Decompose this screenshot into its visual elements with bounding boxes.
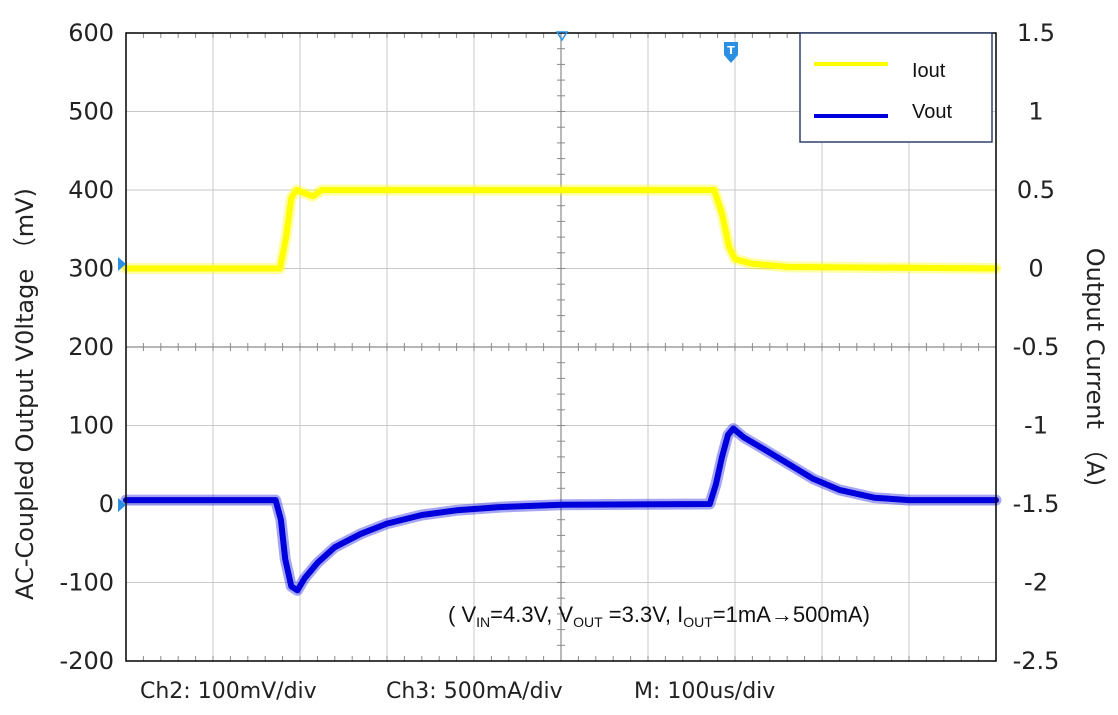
right-tick-label: -1.5 xyxy=(1013,490,1060,518)
right-tick-label: 0 xyxy=(1028,255,1043,283)
right-tick-label: 0.5 xyxy=(1017,176,1055,204)
left-axis-ticks: 600 500 400 300 200 100 0 -100 -200 xyxy=(60,19,114,675)
legend: Iout Vout xyxy=(799,32,993,143)
left-tick-label: 0 xyxy=(99,490,114,518)
right-tick-label: -1 xyxy=(1024,412,1048,440)
left-tick-label: 200 xyxy=(68,333,114,361)
footer-time-scale: M: 100us/div xyxy=(634,679,775,704)
trigger-marker xyxy=(724,42,738,63)
left-tick-label: -200 xyxy=(60,647,114,675)
legend-label-iout: Iout xyxy=(912,60,946,82)
footer-ch2-scale: Ch2: 100mV/div xyxy=(140,679,317,704)
footer-ch3-scale: Ch3: 500mA/div xyxy=(386,679,563,704)
left-tick-label: 400 xyxy=(68,176,114,204)
right-tick-label: 1 xyxy=(1028,98,1043,126)
left-tick-label: 600 xyxy=(68,19,114,47)
trigger-label: T xyxy=(727,44,735,57)
left-tick-label: 500 xyxy=(68,98,114,126)
right-tick-label: -2.5 xyxy=(1013,647,1060,675)
plot-border xyxy=(125,32,997,662)
left-tick-label: 100 xyxy=(68,412,114,440)
series-layer xyxy=(120,184,1002,596)
left-ref-marker-ch3 xyxy=(118,257,126,271)
left-tick-label: -100 xyxy=(60,569,114,597)
markers: T xyxy=(118,31,738,512)
right-axis-ticks: 1.5 1 0.5 0 -0.5 -1 -1.5 -2 -2.5 xyxy=(1013,19,1060,675)
conditions-annotation: ( VIN=4.3V, VOUT =3.3V, IOUT=1mA→500mA) xyxy=(448,602,870,630)
series-vout-line xyxy=(123,425,999,594)
right-tick-label: 1.5 xyxy=(1017,19,1055,47)
left-tick-label: 300 xyxy=(68,255,114,283)
trigger-position-marker xyxy=(555,31,569,42)
legend-label-vout: Vout xyxy=(912,101,952,123)
right-tick-label: -2 xyxy=(1024,569,1048,597)
left-axis-title: AC-Coupled Output V0ltage （mV) xyxy=(11,188,39,600)
series-iout-line xyxy=(123,187,999,272)
right-tick-label: -0.5 xyxy=(1013,333,1060,361)
legend-box xyxy=(799,32,993,143)
left-ref-marker-ch2 xyxy=(118,498,126,512)
right-axis-title: Output Current （A) xyxy=(1081,248,1109,487)
